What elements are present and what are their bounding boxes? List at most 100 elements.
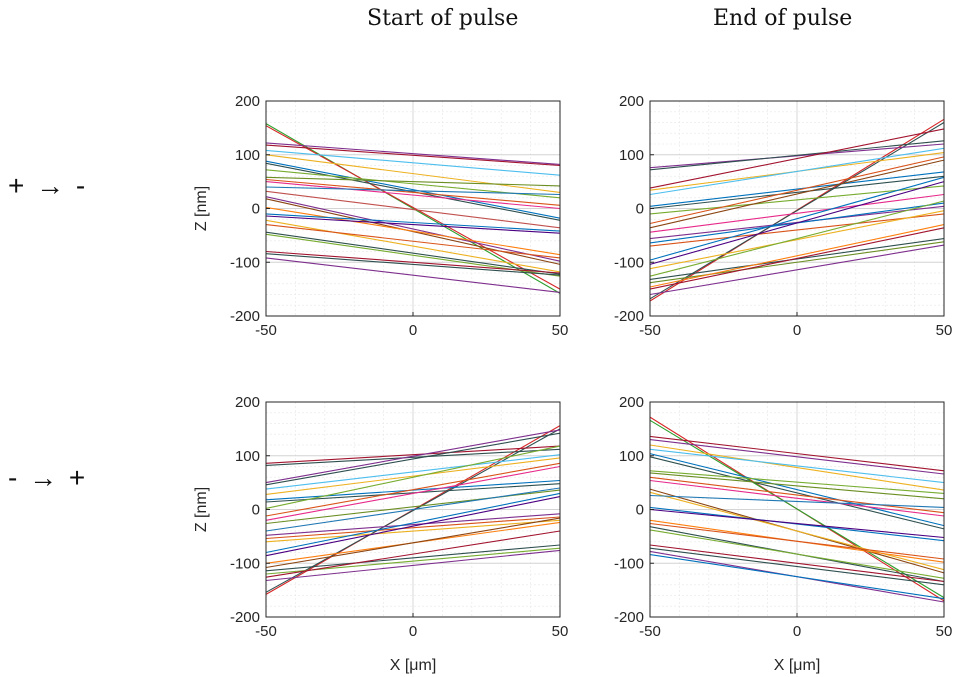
series-line-14 <box>265 196 561 262</box>
series-line-24 <box>649 554 945 600</box>
series-line-3 <box>649 439 945 475</box>
series-line-11 <box>265 462 561 517</box>
series-line-2 <box>649 435 945 472</box>
series-line-5 <box>265 154 561 193</box>
series-line-11 <box>649 479 945 517</box>
series-line-0 <box>265 123 561 294</box>
series-line-1 <box>265 125 561 290</box>
y-tick-label: 0 <box>636 502 644 519</box>
y-tick-label: 0 <box>636 201 644 218</box>
x-tick-label: 50 <box>552 623 569 640</box>
x-tick-label: 50 <box>936 322 953 339</box>
y-tick-label: 200 <box>235 93 260 110</box>
y-tick-label: -100 <box>614 254 644 271</box>
x-tick-label: 0 <box>409 322 417 339</box>
series-line-4 <box>265 149 561 176</box>
series-line-9 <box>265 176 561 187</box>
series-line-4 <box>649 444 945 491</box>
series-line-17 <box>265 213 561 232</box>
series-line-3 <box>649 140 945 171</box>
series-line-8 <box>649 175 945 210</box>
series-line-6 <box>265 454 561 490</box>
y-tick-label: -100 <box>614 555 644 572</box>
y-tick-label: 200 <box>619 394 644 411</box>
y-tick-label: -200 <box>614 609 644 626</box>
panel-row1-col1: -50 0 50 -200 -100 0 100 200 Z [nm] <box>193 93 568 339</box>
series-line-19 <box>265 496 561 557</box>
series-line-21 <box>265 231 561 275</box>
panel-row2-col1: -50 0 50 -200 -100 0 100 200 Z [nm] X [μm] <box>193 394 568 674</box>
series-line-16 <box>649 176 945 261</box>
series-line-16 <box>265 516 561 540</box>
series-line-17 <box>649 181 945 265</box>
x-tick-label: 0 <box>793 322 801 339</box>
panel-row1-col2: -50 0 50 -200 -100 0 100 200 <box>614 93 952 339</box>
series-line-8 <box>649 470 945 494</box>
series-line-11 <box>649 159 945 229</box>
series-line-18 <box>649 210 945 270</box>
series-line-25 <box>265 257 561 293</box>
x-tick-label: -50 <box>255 623 277 640</box>
series-line-24 <box>649 244 945 296</box>
series-line-7 <box>649 171 945 207</box>
series-line-24 <box>265 530 561 578</box>
series-line-5 <box>265 432 561 486</box>
y-tick-label: -200 <box>230 609 260 626</box>
series-line-11 <box>265 181 561 210</box>
series-line-1 <box>649 419 945 599</box>
series-line-18 <box>265 492 561 554</box>
series-line-4 <box>265 429 561 484</box>
series-line-23 <box>649 227 945 290</box>
series-line-21 <box>649 544 945 583</box>
series-line-9 <box>649 472 945 500</box>
x-tick-label: -50 <box>639 322 661 339</box>
x-axis-label: X [μm] <box>774 657 821 674</box>
y-tick-label: 0 <box>252 201 260 218</box>
y-tick-label: -100 <box>230 254 260 271</box>
series-line-14 <box>649 494 945 508</box>
series-line-10 <box>265 445 561 509</box>
x-tick-label: -50 <box>639 623 661 640</box>
y-tick-label: -200 <box>614 308 644 325</box>
series-line-21 <box>265 517 561 569</box>
series-line-23 <box>265 250 561 274</box>
series-line-6 <box>649 453 945 527</box>
series-line-19 <box>649 200 945 277</box>
series-line-18 <box>265 215 561 234</box>
y-axis-label: Z [nm] <box>193 186 210 231</box>
x-axis-label: X [μm] <box>390 657 437 674</box>
x-tick-label: -50 <box>255 322 277 339</box>
series-line-10 <box>649 476 945 514</box>
y-tick-label: -200 <box>230 308 260 325</box>
x-tick-label: 50 <box>936 623 953 640</box>
series-line-6 <box>649 147 945 196</box>
series-line-7 <box>265 457 561 495</box>
column-title-start: Start of pulse <box>367 6 519 31</box>
series-line-6 <box>265 160 561 219</box>
series-line-22 <box>649 224 945 288</box>
x-tick-label: 0 <box>793 623 801 640</box>
series-line-17 <box>265 519 561 543</box>
series-line-25 <box>265 549 561 582</box>
x-tick-label: 50 <box>552 322 569 339</box>
row-label-minus-to-plus: - → + <box>8 462 88 493</box>
series-line-14 <box>265 487 561 532</box>
series-line-2 <box>265 142 561 165</box>
series-line-7 <box>649 456 945 530</box>
series-line-15 <box>265 513 561 536</box>
series-line-4 <box>649 128 945 189</box>
series-line-12 <box>649 193 945 233</box>
series-line-20 <box>649 529 945 579</box>
series-line-16 <box>265 206 561 256</box>
y-tick-label: 200 <box>619 93 644 110</box>
series-line-22 <box>649 547 945 586</box>
y-tick-label: 100 <box>235 147 260 164</box>
series-line-10 <box>649 156 945 225</box>
y-tick-label: 100 <box>619 147 644 164</box>
y-tick-label: 0 <box>252 502 260 519</box>
series-line-18 <box>649 522 945 560</box>
series-line-22 <box>265 544 561 572</box>
series-line-5 <box>649 448 945 484</box>
series-line-24 <box>265 253 561 276</box>
